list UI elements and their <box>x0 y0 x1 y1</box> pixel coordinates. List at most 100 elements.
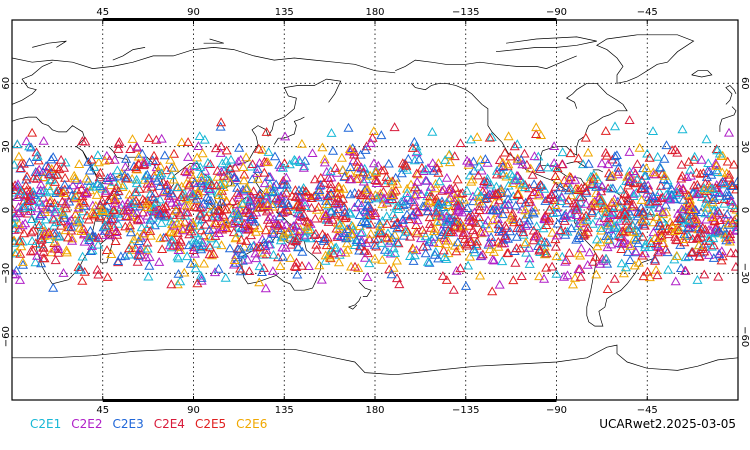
occultation-marker <box>12 269 19 278</box>
occultation-marker <box>19 203 30 213</box>
occultation-marker <box>339 228 350 237</box>
occultation-marker <box>225 163 236 173</box>
left-lat-label: −60 <box>1 326 12 347</box>
occultation-marker <box>356 217 367 226</box>
occultation-marker <box>356 200 367 210</box>
occultation-marker <box>436 225 447 235</box>
occultation-marker <box>704 233 715 243</box>
occultation-marker <box>587 206 598 216</box>
occultation-marker <box>267 227 278 237</box>
occultation-marker <box>580 132 591 142</box>
occultation-marker <box>303 224 314 234</box>
occultation-marker <box>260 225 271 235</box>
occultation-marker <box>551 230 562 240</box>
legend-item-c2e3: C2E3 <box>112 417 144 431</box>
occultation-marker <box>319 154 330 164</box>
occultation-marker <box>692 179 703 189</box>
occultation-marker <box>326 205 337 215</box>
occultation-marker <box>708 192 719 202</box>
occultation-marker <box>352 156 363 166</box>
occultation-marker <box>97 205 108 215</box>
occultation-marker <box>670 234 682 244</box>
occultation-marker <box>603 213 614 223</box>
occultation-marker <box>334 224 345 234</box>
occultation-marker <box>616 258 627 268</box>
occultation-marker <box>460 281 472 290</box>
occultation-marker <box>469 247 480 257</box>
occultation-marker <box>43 227 54 237</box>
occultation-marker <box>520 237 531 247</box>
occultation-marker <box>339 206 350 216</box>
occultation-marker <box>539 273 550 283</box>
occultation-marker <box>510 173 521 183</box>
occultation-marker <box>468 225 479 235</box>
left-lat-label: 60 <box>1 77 12 90</box>
occultation-marker <box>524 194 535 204</box>
occultation-marker <box>212 171 223 181</box>
occultation-marker <box>628 166 639 175</box>
occultation-marker <box>727 181 738 190</box>
occultation-marker <box>113 218 124 228</box>
occultation-marker <box>137 194 148 204</box>
occultation-marker <box>452 174 463 184</box>
occultation-marker <box>652 151 663 161</box>
occultation-marker <box>608 196 619 206</box>
occultation-marker <box>591 234 603 244</box>
occultation-marker <box>321 166 332 176</box>
occultation-marker <box>53 185 64 195</box>
occultation-marker <box>420 248 431 258</box>
occultation-marker <box>158 177 169 186</box>
occultation-marker <box>425 181 436 191</box>
occultation-marker <box>679 265 690 275</box>
occultation-marker <box>74 264 85 274</box>
occultation-marker <box>78 196 89 205</box>
occultation-marker <box>445 192 456 202</box>
occultation-marker <box>547 227 558 237</box>
occultation-marker <box>557 147 568 157</box>
occultation-marker <box>664 194 675 204</box>
occultation-marker <box>462 155 473 165</box>
occultation-marker <box>484 244 495 254</box>
occultation-marker <box>36 258 47 268</box>
occultation-marker <box>196 272 207 282</box>
occultation-marker <box>307 148 318 157</box>
occultation-marker <box>730 261 738 271</box>
occultation-marker <box>655 180 666 190</box>
occultation-marker <box>283 226 294 236</box>
occultation-marker <box>466 216 478 226</box>
occultation-marker <box>514 217 525 226</box>
occultation-marker <box>196 275 207 285</box>
occultation-marker <box>38 135 49 145</box>
occultation-marker <box>100 188 111 197</box>
occultation-marker <box>299 232 311 242</box>
occultation-marker <box>50 204 61 214</box>
bottom-lon-label: −135 <box>452 405 479 416</box>
occultation-marker <box>345 228 356 238</box>
occultation-marker <box>408 256 419 265</box>
coastline <box>725 84 737 105</box>
occultation-marker <box>227 196 238 206</box>
occultation-marker <box>160 201 171 211</box>
occultation-marker <box>479 176 490 185</box>
occultation-marker <box>593 210 604 220</box>
occultation-marker <box>132 256 143 266</box>
occultation-marker <box>603 159 614 169</box>
occultation-marker <box>378 193 390 203</box>
occultation-marker <box>443 248 454 258</box>
occultation-marker <box>215 121 226 131</box>
occultation-marker <box>545 192 556 202</box>
occultation-marker <box>686 247 697 257</box>
occultation-marker <box>261 191 272 201</box>
occultation-marker <box>344 146 355 156</box>
occultation-marker <box>368 126 379 135</box>
occultation-marker <box>59 179 70 189</box>
occultation-marker <box>611 150 622 159</box>
occultation-marker <box>229 171 240 181</box>
occultation-marker <box>628 188 639 198</box>
occultation-marker <box>299 197 310 207</box>
right-lat-label: 60 <box>739 77 750 90</box>
occultation-marker <box>318 210 329 220</box>
occultation-marker <box>331 242 342 252</box>
occultation-marker <box>512 155 523 165</box>
occultation-marker <box>58 188 69 197</box>
